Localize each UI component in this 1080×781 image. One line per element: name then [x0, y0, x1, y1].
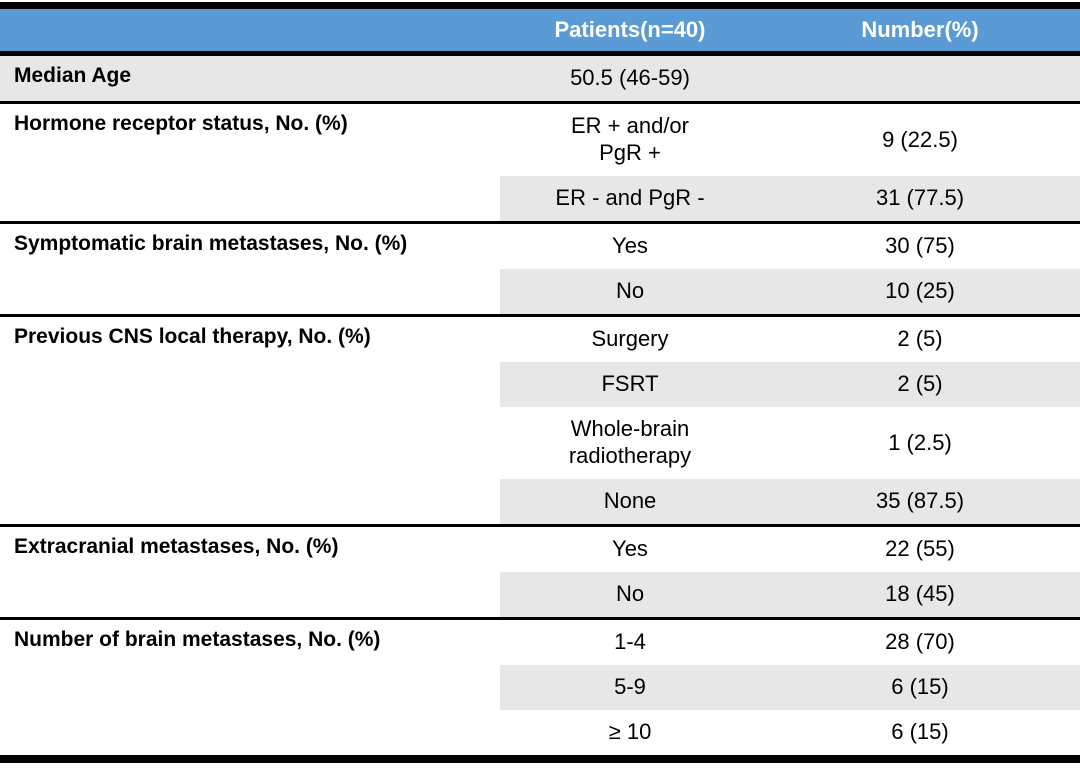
cell-value: 50.5 (46-59) — [570, 65, 690, 91]
bottom-rule — [0, 755, 1080, 763]
cell-number — [760, 78, 1080, 80]
cell-value: 1-4 — [614, 629, 646, 655]
cell-value: ER - and PgR - — [555, 185, 705, 211]
section-median-age: Median Age 50.5 (46-59) — [0, 56, 1080, 101]
cell-value: Yes — [612, 233, 648, 259]
cell-value: Whole-brain radiotherapy — [568, 416, 692, 468]
cell-number: 2 (5) — [897, 326, 943, 352]
table-row: Surgery 2 (5) — [500, 317, 1080, 362]
cell-number: 30 (75) — [885, 233, 955, 259]
section-hormone-receptor-status: Hormone receptor status, No. (%) ER + an… — [0, 101, 1080, 221]
cell-value: No — [615, 278, 645, 304]
header-bottom-rule — [0, 51, 1080, 56]
cell-value: None — [603, 488, 657, 514]
section-previous-cns-local-therapy: Previous CNS local therapy, No. (%) Surg… — [0, 314, 1080, 524]
section-label: Extracranial metastases, No. (%) — [14, 535, 339, 558]
section-label: Median Age — [14, 64, 132, 87]
table-row: No 18 (45) — [500, 572, 1080, 617]
cell-number: 22 (55) — [885, 536, 955, 562]
section-label: Symptomatic brain metastases, No. (%) — [14, 232, 408, 255]
section-number-of-brain-metastases: Number of brain metastases, No. (%) 1-4 … — [0, 617, 1080, 755]
table-row: ≥ 10 6 (15) — [500, 710, 1080, 755]
section-symptomatic-brain-metastases: Symptomatic brain metastases, No. (%) Ye… — [0, 221, 1080, 314]
top-rule — [0, 2, 1080, 9]
cell-value: Yes — [612, 536, 648, 562]
cell-value: No — [615, 581, 645, 607]
section-extracranial-metastases: Extracranial metastases, No. (%) Yes 22 … — [0, 524, 1080, 617]
table-row: ER - and PgR - 31 (77.5) — [500, 176, 1080, 221]
cell-number: 6 (15) — [891, 674, 949, 700]
cell-value: ≥ 10 — [608, 719, 652, 745]
table-row: 5-9 6 (15) — [500, 665, 1080, 710]
table-row: FSRT 2 (5) — [500, 362, 1080, 407]
header-number-cell: Number(%) — [861, 17, 979, 42]
table-row: Whole-brain radiotherapy 1 (2.5) — [500, 407, 1080, 479]
table-row: Yes 22 (55) — [500, 527, 1080, 572]
cell-number: 6 (15) — [891, 719, 949, 745]
cell-number: 1 (2.5) — [888, 429, 952, 455]
table-row: None 35 (87.5) — [500, 479, 1080, 524]
cell-value: ER + and/or PgR + — [570, 113, 689, 165]
header-patients-cell: Patients(n=40) — [554, 17, 706, 42]
cell-value: Surgery — [591, 326, 669, 352]
cell-number: 31 (77.5) — [875, 185, 965, 211]
cell-value: FSRT — [601, 371, 659, 397]
cell-number: 10 (25) — [885, 278, 955, 304]
cell-number: 2 (5) — [897, 371, 943, 397]
cell-number: 18 (45) — [885, 581, 955, 607]
table-row: 50.5 (46-59) — [500, 56, 1080, 101]
cell-number: 28 (70) — [885, 629, 955, 655]
table-row: 1-4 28 (70) — [500, 620, 1080, 665]
table-row: ER + and/or PgR + 9 (22.5) — [500, 104, 1080, 176]
table-row: No 10 (25) — [500, 269, 1080, 314]
cell-number: 9 (22.5) — [882, 126, 958, 152]
cell-value: 5-9 — [614, 674, 646, 700]
table-header-row: Patients(n=40) Number(%) — [0, 9, 1080, 51]
cell-number: 35 (87.5) — [875, 488, 965, 514]
section-label: Hormone receptor status, No. (%) — [14, 112, 348, 135]
table-row: Yes 30 (75) — [500, 224, 1080, 269]
section-label: Previous CNS local therapy, No. (%) — [14, 325, 371, 348]
section-label: Number of brain metastases, No. (%) — [14, 628, 381, 651]
